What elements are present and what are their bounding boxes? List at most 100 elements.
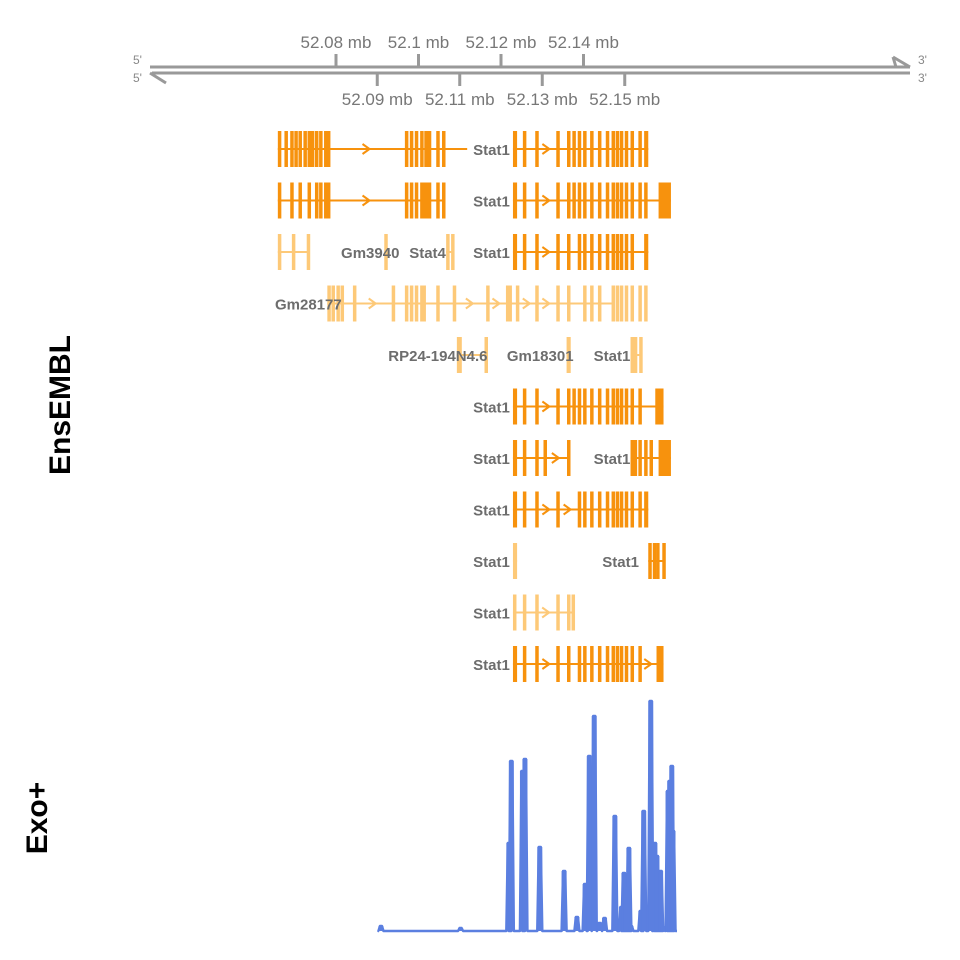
gene-label-11: Stat1	[594, 451, 631, 468]
exon	[414, 131, 419, 167]
exon	[484, 337, 488, 373]
strand-chevron	[643, 658, 653, 670]
gene-label-14: Stat1	[602, 554, 639, 571]
exon	[420, 285, 426, 322]
exon	[597, 234, 602, 270]
exon	[638, 491, 642, 528]
transcript-18	[512, 594, 576, 631]
exon	[535, 440, 539, 476]
strand-label-right-top: 3'	[918, 53, 927, 67]
exon	[615, 491, 620, 528]
exon	[446, 234, 450, 270]
exon	[522, 491, 527, 528]
exon	[590, 388, 594, 425]
exon	[566, 337, 571, 373]
exon	[522, 646, 527, 682]
exo-peak-12	[597, 923, 603, 931]
exon	[615, 234, 620, 270]
exon	[611, 285, 616, 322]
exon	[583, 182, 587, 219]
exon	[409, 131, 414, 167]
exon	[638, 285, 642, 322]
exon	[597, 131, 602, 167]
strand-chevron	[541, 658, 552, 670]
exon	[414, 285, 419, 322]
transcript-13	[512, 440, 571, 476]
exo-peak-19	[628, 926, 634, 931]
exo-signal-track	[377, 699, 678, 933]
exon	[619, 234, 624, 270]
strand-chevron	[361, 194, 372, 207]
exon	[572, 388, 576, 425]
exon	[404, 182, 409, 219]
exon	[638, 388, 642, 425]
strand-chevron	[541, 606, 551, 619]
exon	[597, 285, 602, 322]
exon	[630, 285, 635, 322]
exon	[611, 182, 616, 219]
exon	[512, 543, 518, 579]
exon	[420, 131, 424, 167]
exon	[522, 440, 527, 476]
exo-peak-18	[626, 848, 632, 931]
gene-label-8: Stat1	[594, 348, 631, 365]
axis-tick-label-bottom-1: 52.11 mb	[425, 90, 495, 109]
exon	[327, 285, 331, 322]
exo-peak-25	[658, 871, 664, 931]
exon	[590, 491, 594, 528]
exon	[556, 646, 560, 682]
exon	[605, 388, 610, 425]
exon	[644, 285, 648, 322]
exon	[649, 440, 653, 476]
exon	[324, 182, 328, 219]
exon	[658, 182, 671, 219]
exon	[326, 182, 331, 219]
exon	[324, 131, 328, 167]
transcript-8	[327, 285, 648, 322]
exo-signal-line	[377, 699, 678, 933]
exon	[638, 131, 642, 167]
exon	[298, 131, 302, 167]
exo-peak-24	[654, 856, 660, 931]
strand-chevron	[541, 297, 552, 310]
exon	[644, 440, 648, 476]
exon	[336, 285, 340, 322]
gene-label-1: Stat1	[473, 194, 510, 211]
exo-peak-14	[612, 816, 618, 931]
exon	[656, 646, 664, 682]
exon	[619, 646, 624, 682]
exon	[577, 646, 582, 682]
exon	[611, 388, 616, 425]
transcript-3	[512, 182, 671, 219]
exo-peak-26	[660, 927, 666, 931]
exon	[644, 182, 648, 219]
exon	[619, 388, 624, 425]
exon	[577, 131, 582, 167]
transcript-14	[630, 440, 671, 476]
exon	[515, 285, 520, 322]
exon	[556, 285, 560, 322]
track-label-ensembl: EnsEMBL	[44, 335, 77, 475]
gene-label-15: Stat1	[473, 606, 510, 623]
axis-ticks: 52.08 mb 52.1 mb 52.12 mb 52.14 mb 52.09 mb 5…	[301, 33, 661, 109]
exon	[577, 491, 582, 528]
exon	[420, 182, 432, 219]
exon	[619, 285, 624, 322]
exon	[522, 131, 527, 167]
exon	[583, 388, 587, 425]
exon	[644, 234, 649, 270]
strand-chevron	[563, 503, 573, 516]
exon	[619, 182, 624, 219]
exon	[409, 182, 414, 219]
exon	[535, 646, 539, 682]
strand-chevron	[541, 503, 552, 516]
exo-peak-22	[648, 701, 654, 931]
exon	[630, 388, 635, 425]
exon	[577, 388, 582, 425]
gene-label-6: RP24-194N4.6	[388, 348, 487, 365]
exon	[590, 285, 594, 322]
exon	[298, 182, 302, 219]
strand-label-right-bottom: 3'	[918, 71, 927, 85]
exon	[648, 543, 652, 579]
